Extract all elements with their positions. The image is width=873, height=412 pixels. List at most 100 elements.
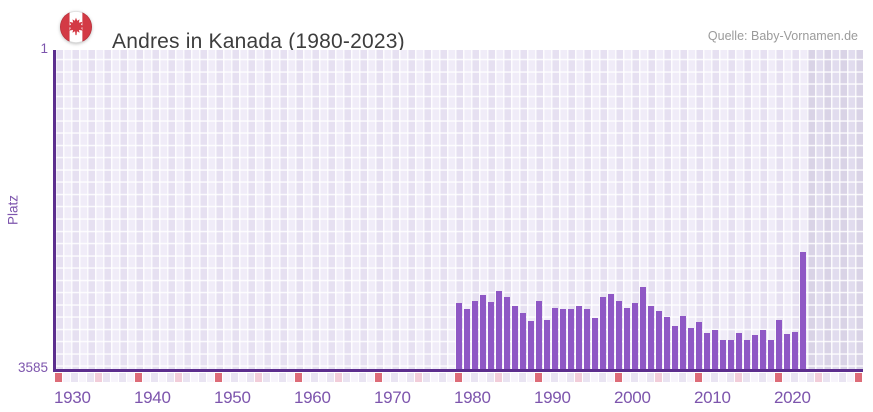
bar-1985[interactable] xyxy=(495,291,503,369)
year-cell-1941 xyxy=(143,373,150,382)
bar-2001[interactable] xyxy=(623,307,631,369)
bar-2006[interactable] xyxy=(663,316,671,369)
bar-1997[interactable] xyxy=(591,317,599,369)
year-cell-1946 xyxy=(183,373,190,382)
bar-2019[interactable] xyxy=(767,339,775,369)
bar-2020[interactable] xyxy=(775,320,783,369)
year-cell-2022 xyxy=(791,373,798,382)
year-cell-1995 xyxy=(575,373,582,382)
year-cell-1966 xyxy=(343,373,350,382)
year-cell-1976 xyxy=(423,373,430,382)
bar-2017[interactable] xyxy=(751,335,759,369)
bar-2011[interactable] xyxy=(703,333,711,369)
bar-series xyxy=(55,50,863,369)
year-cell-1965 xyxy=(335,373,342,382)
bar-2014[interactable] xyxy=(727,340,735,369)
bar-2018[interactable] xyxy=(759,329,767,369)
bar-1987[interactable] xyxy=(511,306,519,369)
bar-2007[interactable] xyxy=(671,325,679,369)
year-cell-1947 xyxy=(191,373,198,382)
bar-1998[interactable] xyxy=(599,296,607,369)
bar-2004[interactable] xyxy=(647,305,655,369)
bar-1986[interactable] xyxy=(503,296,511,369)
year-cell-1952 xyxy=(231,373,238,382)
x-tick-label-1990: 1990 xyxy=(534,388,571,407)
year-cell-1936 xyxy=(103,373,110,382)
year-cell-1983 xyxy=(479,373,486,382)
year-cell-2006 xyxy=(663,373,670,382)
year-cell-1933 xyxy=(79,373,86,382)
bar-2002[interactable] xyxy=(631,302,639,369)
year-cell-1956 xyxy=(263,373,270,382)
bar-2022[interactable] xyxy=(791,331,799,369)
bar-1995[interactable] xyxy=(575,306,583,369)
bar-1990[interactable] xyxy=(535,300,543,369)
bar-2009[interactable] xyxy=(687,327,695,369)
year-cell-1974 xyxy=(407,373,414,382)
year-cell-1970 xyxy=(375,373,382,382)
bar-2010[interactable] xyxy=(695,322,703,369)
x-axis-labels: 1930 1940 1950 1960 1970 1980 1990 2000 2010 2020 xyxy=(0,388,873,410)
canada-flag-icon xyxy=(59,10,93,44)
bar-1980[interactable] xyxy=(455,302,463,369)
x-tick-label-1930: 1930 xyxy=(54,388,91,407)
year-cell-2008 xyxy=(679,373,686,382)
bar-1993[interactable] xyxy=(559,308,567,369)
year-cell-2010 xyxy=(695,373,702,382)
year-cell-1945 xyxy=(175,373,182,382)
bar-1981[interactable] xyxy=(463,309,471,369)
bar-1983[interactable] xyxy=(479,295,487,369)
year-cell-2027 xyxy=(831,373,838,382)
y-axis-line xyxy=(53,50,56,372)
year-cell-1967 xyxy=(351,373,358,382)
y-axis-title: Platz xyxy=(5,194,21,226)
year-cell-1949 xyxy=(207,373,214,382)
year-cell-1973 xyxy=(399,373,406,382)
bar-2021[interactable] xyxy=(783,333,791,369)
year-cell-2009 xyxy=(687,373,694,382)
x-tick-label-1960: 1960 xyxy=(294,388,331,407)
year-cell-1939 xyxy=(127,373,134,382)
bar-1988[interactable] xyxy=(519,312,527,369)
bar-2015[interactable] xyxy=(735,332,743,369)
year-cell-1979 xyxy=(447,373,454,382)
year-cell-1980 xyxy=(455,373,462,382)
year-cell-2001 xyxy=(623,373,630,382)
year-cell-1962 xyxy=(311,373,318,382)
x-tick-label-2010: 2010 xyxy=(694,388,731,407)
bar-1982[interactable] xyxy=(471,300,479,369)
year-cell-2017 xyxy=(751,373,758,382)
bar-1992[interactable] xyxy=(551,308,559,369)
bar-2012[interactable] xyxy=(711,329,719,369)
bar-1989[interactable] xyxy=(527,320,535,369)
bar-2016[interactable] xyxy=(743,340,751,369)
bar-1994[interactable] xyxy=(567,308,575,369)
year-cell-1937 xyxy=(111,373,118,382)
year-cell-1950 xyxy=(215,373,222,382)
bar-2005[interactable] xyxy=(655,310,663,369)
year-cell-2026 xyxy=(823,373,830,382)
year-cell-2003 xyxy=(639,373,646,382)
y-axis-tick-max: 1 xyxy=(40,41,48,56)
year-cell-1996 xyxy=(583,373,590,382)
year-cell-1986 xyxy=(503,373,510,382)
year-cell-1977 xyxy=(431,373,438,382)
bar-2003[interactable] xyxy=(639,286,647,369)
year-cell-1972 xyxy=(391,373,398,382)
year-cell-1994 xyxy=(567,373,574,382)
x-tick-label-2020: 2020 xyxy=(774,388,811,407)
bar-1999[interactable] xyxy=(607,294,615,369)
bar-2008[interactable] xyxy=(679,315,687,369)
bar-2023[interactable] xyxy=(799,251,807,369)
year-cell-1942 xyxy=(151,373,158,382)
year-cell-1944 xyxy=(167,373,174,382)
year-cell-2018 xyxy=(759,373,766,382)
bar-1996[interactable] xyxy=(583,309,591,369)
bar-1991[interactable] xyxy=(543,319,551,369)
x-tick-label-2000: 2000 xyxy=(614,388,651,407)
year-cell-1999 xyxy=(607,373,614,382)
year-ruler-strip xyxy=(55,373,863,382)
bar-1984[interactable] xyxy=(487,301,495,369)
bar-2000[interactable] xyxy=(615,301,623,369)
bar-2013[interactable] xyxy=(719,340,727,369)
